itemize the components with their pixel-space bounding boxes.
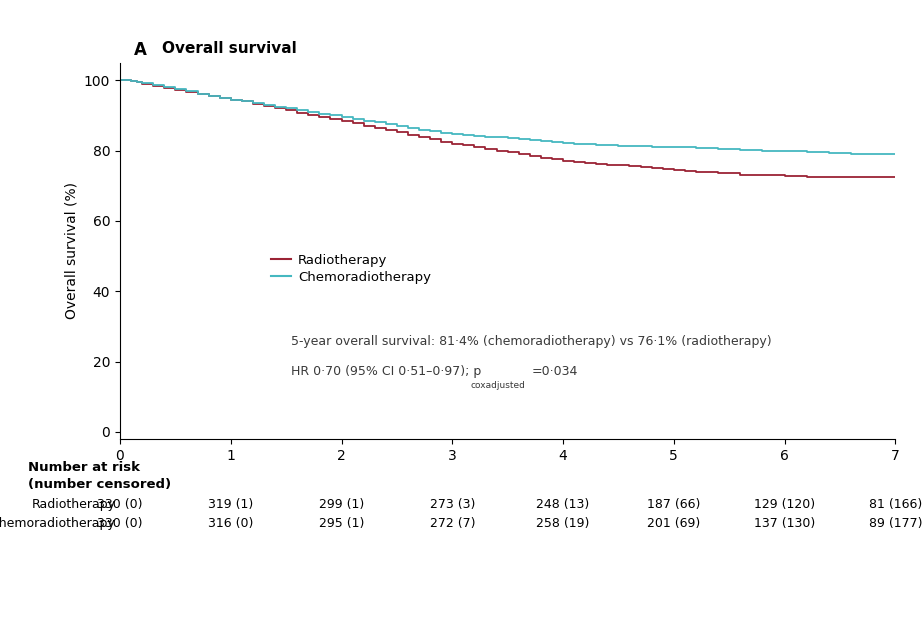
Text: Chemoradiotherapy: Chemoradiotherapy: [0, 517, 115, 530]
Text: 330 (0): 330 (0): [97, 498, 143, 512]
Text: 5-year overall survival: 81·4% (chemoradiotherapy) vs 76·1% (radiotherapy): 5-year overall survival: 81·4% (chemorad…: [291, 335, 772, 347]
Text: 137 (130): 137 (130): [754, 517, 815, 530]
Text: 81 (166): 81 (166): [869, 498, 922, 512]
Text: 316 (0): 316 (0): [208, 517, 254, 530]
Text: 273 (3): 273 (3): [429, 498, 475, 512]
Text: 89 (177): 89 (177): [869, 517, 922, 530]
Text: (number censored): (number censored): [28, 478, 171, 491]
Text: 248 (13): 248 (13): [536, 498, 590, 512]
Text: 187 (66): 187 (66): [647, 498, 701, 512]
Text: coxadjusted: coxadjusted: [471, 381, 525, 390]
Text: 258 (19): 258 (19): [536, 517, 590, 530]
Text: 201 (69): 201 (69): [647, 517, 701, 530]
Text: 129 (120): 129 (120): [754, 498, 815, 512]
Text: 319 (1): 319 (1): [208, 498, 254, 512]
Text: Overall survival: Overall survival: [162, 41, 296, 56]
Text: Radiotherapy: Radiotherapy: [31, 498, 115, 512]
Text: 330 (0): 330 (0): [97, 517, 143, 530]
Text: =0·034: =0·034: [532, 365, 578, 377]
Text: Number at risk: Number at risk: [28, 461, 139, 474]
Text: A: A: [134, 41, 147, 59]
Text: 295 (1): 295 (1): [318, 517, 365, 530]
Text: 272 (7): 272 (7): [429, 517, 475, 530]
Text: HR 0·70 (95% CI 0·51–0·97); p: HR 0·70 (95% CI 0·51–0·97); p: [291, 365, 481, 377]
Y-axis label: Overall survival (%): Overall survival (%): [65, 182, 78, 319]
Text: 299 (1): 299 (1): [318, 498, 365, 512]
Legend: Radiotherapy, Chemoradiotherapy: Radiotherapy, Chemoradiotherapy: [266, 249, 436, 289]
